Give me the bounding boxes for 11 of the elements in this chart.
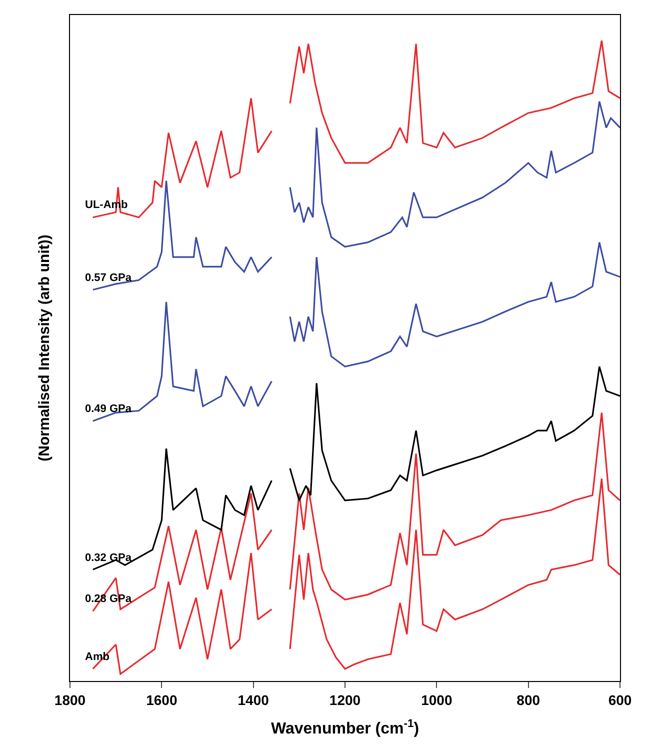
- x-tick-label: 800: [516, 692, 540, 708]
- x-tick-label: 1800: [54, 692, 86, 708]
- x-axis-title: Wavenumber (cm$^{-1}$): [270, 718, 420, 738]
- x-tick-label: 1400: [238, 692, 270, 708]
- series-label: 0.57 GPa: [85, 272, 132, 284]
- x-tick-label: 600: [608, 692, 632, 708]
- y-axis-title: (Normalised Intensity (arb unit)): [36, 234, 54, 462]
- x-tick-label: 1200: [329, 692, 361, 708]
- x-tick-label: 1000: [421, 692, 452, 708]
- series-label: 0.32 GPa: [85, 552, 132, 564]
- x-tick-label: 1600: [146, 692, 178, 708]
